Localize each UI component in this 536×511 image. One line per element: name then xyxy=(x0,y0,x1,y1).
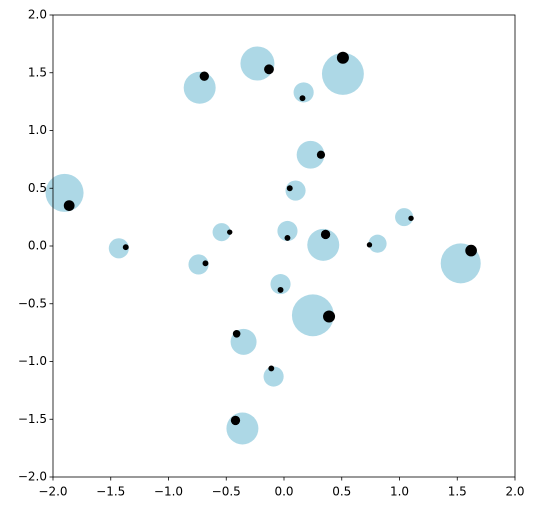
y-tick-label: −0.5 xyxy=(18,296,47,310)
point xyxy=(395,208,414,227)
point xyxy=(368,234,387,253)
point xyxy=(277,220,298,242)
point xyxy=(270,274,291,295)
point xyxy=(307,228,340,261)
y-tick-label: 1.5 xyxy=(28,65,47,79)
x-tick-label: 1.0 xyxy=(390,485,409,499)
point xyxy=(45,173,84,212)
point xyxy=(199,71,209,81)
x-tick-label: 2.0 xyxy=(505,485,524,499)
point xyxy=(286,185,293,192)
point xyxy=(232,329,241,338)
point xyxy=(268,365,275,372)
point xyxy=(263,366,284,387)
y-tick-label: −1.0 xyxy=(18,354,47,368)
point xyxy=(284,234,291,241)
point xyxy=(299,95,306,102)
point xyxy=(366,242,373,248)
point xyxy=(316,150,326,159)
point xyxy=(202,260,209,267)
y-tick-label: −1.5 xyxy=(18,412,47,426)
point xyxy=(408,215,414,221)
point xyxy=(188,254,209,275)
point xyxy=(264,64,274,75)
point xyxy=(321,52,364,95)
point xyxy=(291,294,334,337)
y-tick-label: 0.5 xyxy=(28,181,47,195)
y-tick-label: 2.0 xyxy=(28,8,47,22)
point xyxy=(108,238,129,259)
point xyxy=(226,412,259,445)
point xyxy=(212,223,231,242)
x-tick-label: −1.0 xyxy=(154,485,183,499)
x-tick-label: 1.5 xyxy=(448,485,467,499)
point xyxy=(465,244,477,257)
x-tick-label: −1.5 xyxy=(96,485,125,499)
point xyxy=(320,229,331,240)
x-tick-label: −2.0 xyxy=(38,485,67,499)
x-tick-label: −0.5 xyxy=(212,485,241,499)
point xyxy=(296,140,325,169)
point xyxy=(293,82,314,103)
point xyxy=(122,244,129,251)
point xyxy=(323,310,336,323)
point xyxy=(63,200,75,211)
y-tick-label: 0.0 xyxy=(28,239,47,253)
y-tick-label: 1.0 xyxy=(28,123,47,137)
point xyxy=(227,229,233,235)
y-tick-label: −2.0 xyxy=(18,470,47,484)
point xyxy=(230,415,241,426)
point xyxy=(336,51,349,64)
point xyxy=(183,71,216,104)
x-tick-label: 0.5 xyxy=(332,485,351,499)
point xyxy=(240,46,275,81)
x-tick-label: 0.0 xyxy=(274,485,293,499)
point xyxy=(277,286,284,293)
